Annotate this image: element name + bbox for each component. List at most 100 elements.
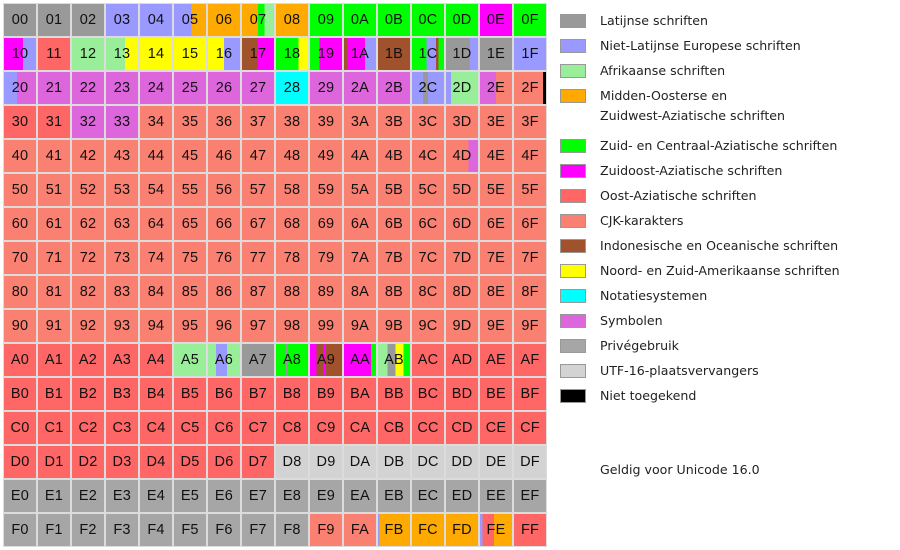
block-cell-b0: B0 [4,378,36,410]
block-cell-75: 75 [174,242,206,274]
block-cell-label: 66 [215,216,233,232]
legend-label: Latijnse schriften [600,13,708,28]
block-cell-label: 21 [45,80,63,96]
block-cell-6c: 6C [412,208,444,240]
block-cell-label: 54 [147,182,165,198]
legend-label: Symbolen [600,313,663,328]
block-cell-label: 6C [418,216,438,232]
block-cell-label: 14 [147,46,165,62]
block-cell-67: 67 [242,208,274,240]
block-cell-label: 5D [452,182,472,198]
block-cell-label: CC [417,420,439,436]
block-cell-label: A0 [10,352,30,368]
block-cell-label: E1 [44,488,64,504]
block-cell-label: 34 [147,114,165,130]
block-cell-label: FB [384,522,404,538]
block-cell-label: 90 [11,318,29,334]
block-cell-13: 13 [106,38,138,70]
block-cell-b5: B5 [174,378,206,410]
block-cell-88: 88 [276,276,308,308]
block-cell-24: 24 [140,72,172,104]
block-cell-5d: 5D [446,174,478,206]
block-cell-label: 08 [283,12,301,28]
block-cell-0b: 0B [378,4,410,36]
block-cell-39: 39 [310,106,342,138]
block-cell-84: 84 [140,276,172,308]
block-cell-label: 0A [350,12,370,28]
block-cell-04: 04 [140,4,172,36]
block-cell-25: 25 [174,72,206,104]
block-cell-label: C6 [214,420,234,436]
block-cell-43: 43 [106,140,138,172]
block-cell-label: EA [350,488,370,504]
block-cell-label: B5 [180,386,200,402]
block-cell-label: 82 [79,284,97,300]
block-cell-label: 7E [486,250,506,266]
block-cell-9c: 9C [412,310,444,342]
block-cell-label: 39 [317,114,335,130]
block-cell-f9: F9 [310,514,342,546]
block-cell-6e: 6E [480,208,512,240]
block-cell-label: A5 [180,352,200,368]
color-swatch-icon [560,289,586,303]
block-cell-2c: 2C [412,72,444,104]
legend-label: CJK-karakters [600,213,684,228]
block-cell-d9: D9 [310,446,342,478]
block-cell-20: 20 [4,72,36,104]
block-cell-15: 15 [174,38,206,70]
block-cell-48: 48 [276,140,308,172]
block-cell-label: A4 [146,352,166,368]
block-cell-label: FF [520,522,540,538]
color-swatch-icon [560,214,586,228]
block-cell-label: C4 [146,420,166,436]
legend-label: Privégebruik [600,338,679,353]
block-cell-label: 28 [283,80,301,96]
block-cell-label: D0 [10,454,30,470]
block-cell-label: 72 [79,250,97,266]
block-cell-label: 36 [215,114,233,130]
block-cell-label: 3A [350,114,370,130]
block-cell-4d: 4D [446,140,478,172]
block-cell-2d: 2D [446,72,478,104]
block-cell-ff: FF [514,514,546,546]
block-cell-label: 76 [215,250,233,266]
block-cell-27: 27 [242,72,274,104]
block-cell-label: 6F [521,216,539,232]
block-cell-label: 50 [11,182,29,198]
block-cell-label: 67 [249,216,267,232]
block-cell-label: 47 [249,148,267,164]
block-cell-label: 8F [521,284,539,300]
block-cell-7f: 7F [514,242,546,274]
block-cell-label: 29 [317,80,335,96]
block-cell-1c: 1C [412,38,444,70]
block-cell-label: 6D [452,216,472,232]
block-cell-label: F1 [45,522,63,538]
block-cell-61: 61 [38,208,70,240]
block-cell-label: A9 [316,352,336,368]
block-cell-label: AE [486,352,506,368]
block-cell-56: 56 [208,174,240,206]
block-cell-label: F9 [317,522,335,538]
block-cell-51: 51 [38,174,70,206]
block-cell-label: D3 [112,454,132,470]
block-cell-b7: B7 [242,378,274,410]
block-cell-label: F7 [249,522,267,538]
block-cell-label: F3 [113,522,131,538]
block-cell-c9: C9 [310,412,342,444]
block-cell-7b: 7B [378,242,410,274]
block-cell-3e: 3E [480,106,512,138]
block-cell-label: AC [417,352,439,368]
block-cell-label: 71 [45,250,63,266]
block-cell-f4: F4 [140,514,172,546]
block-cell-label: 1D [452,46,472,62]
block-cell-label: 00 [11,12,29,28]
block-cell-label: 93 [113,318,131,334]
block-cell-c6: C6 [208,412,240,444]
block-cell-label: 7B [384,250,404,266]
block-cell-e0: E0 [4,480,36,512]
block-cell-label: 97 [249,318,267,334]
block-cell-label: 85 [181,284,199,300]
block-cell-label: 9E [486,318,506,334]
block-cell-label: BF [520,386,540,402]
block-cell-d5: D5 [174,446,206,478]
